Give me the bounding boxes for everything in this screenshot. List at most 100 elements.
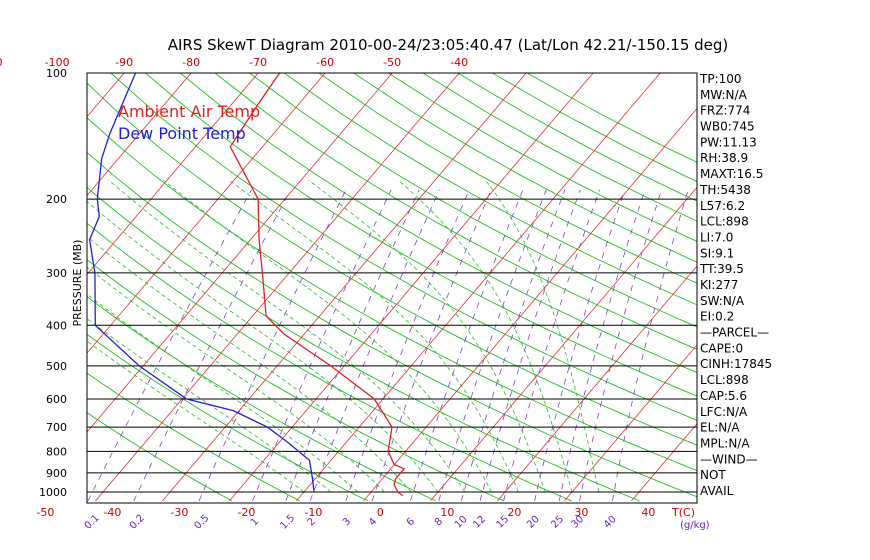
mixing-ratio-line (345, 189, 470, 502)
isotherm-line (87, 73, 393, 433)
top-temp-tick-label: -90 (115, 56, 133, 69)
bottom-temp-tick-label: 30 (574, 506, 588, 519)
dry-adiabat-line (214, 73, 697, 350)
sounding-index-item: LI:7.0 (700, 230, 733, 244)
moist-adiabat-line (308, 179, 546, 493)
top-temp-tick-label: -80 (182, 56, 200, 69)
dry-adiabat-line (87, 412, 233, 502)
pressure-tick-label: 200 (46, 193, 67, 206)
sounding-index-item: MPL:N/A (700, 436, 750, 450)
bottom-temp-tick-label: 0 (377, 506, 384, 519)
sounding-index-item: FRZ:774 (700, 104, 750, 118)
chart-title: AIRS SkewT Diagram 2010-00-24/23:05:40.4… (168, 36, 729, 54)
sounding-index-item: EI:0.2 (700, 310, 734, 324)
legend-ambient-air-temp: Ambient Air Temp (118, 102, 260, 121)
isotherm-line (162, 73, 527, 502)
dry-adiabat-line (318, 73, 697, 284)
dry-adiabat-line (179, 73, 697, 373)
mixing-ratio-line (198, 189, 347, 502)
isotherm-line (765, 64, 870, 501)
isotherms (87, 64, 870, 502)
mixing-ratio-labels: 0.1 0.2 0.5 1 1.5 2 3 4 6 8 10 12 15 20 25 30 40 (83, 513, 619, 532)
mixing-ratio-label: 10 (453, 514, 470, 531)
dry-adiabat-line (87, 259, 504, 502)
sounding-index-item: SI:9.1 (700, 246, 734, 260)
mixing-ratio-line (579, 189, 662, 501)
dry-adiabat-line (87, 296, 436, 502)
sounding-index-item: LCL:898 (700, 215, 749, 229)
bottom-temp-tick-label: -40 (103, 506, 121, 519)
sounding-index-item: AVAIL (700, 484, 734, 498)
dry-adiabat-line (87, 372, 301, 502)
mixing-ratio-line (438, 189, 547, 502)
pressure-tick-label: 400 (46, 319, 67, 332)
dry-adiabat-line (283, 73, 697, 306)
dry-adiabat-line (526, 73, 697, 163)
temperature-units-label: T(C) (671, 506, 695, 519)
sounding-index-item: LFC:N/A (700, 405, 748, 419)
mixing-ratio-label: 20 (525, 514, 542, 531)
pressure-tick-label: 600 (46, 393, 67, 406)
sounding-series (88, 73, 406, 497)
sounding-index-item: EL:N/A (700, 421, 740, 435)
plot-area: Ambient Air Temp Dew Point Temp (87, 64, 870, 502)
top-temp-tick-label: -100 (45, 56, 70, 69)
mixing-ratio-line (285, 189, 420, 502)
mixing-ratio-label: 40 (602, 514, 619, 531)
mixing-ratio-line (534, 189, 626, 501)
sounding-index-item: —WIND— (700, 452, 758, 466)
mixing-ratio-line (87, 189, 252, 502)
moist-adiabat-line (87, 200, 439, 493)
bottom-temp-tick-label: 40 (641, 506, 655, 519)
isotherm-line (296, 73, 661, 502)
dry-adiabat-line (388, 73, 697, 242)
sounding-index-item: TP:100 (699, 72, 742, 86)
top-temperature-ticks: -120-110-100-90-80-70-60-50-40 (0, 56, 468, 69)
isotherm-line (87, 73, 192, 197)
isotherm-line (229, 73, 594, 502)
moist-adiabat-line (87, 266, 385, 493)
bottom-temp-tick-label: -50 (36, 506, 54, 519)
mixing-ratio-line (503, 189, 600, 501)
isotherm-line (497, 265, 697, 502)
pressure-tick-label: 100 (46, 67, 67, 80)
mixing-ratio-line (479, 189, 581, 501)
pressure-tick-label: 1000 (39, 486, 67, 499)
pressure-tick-label: 800 (46, 445, 67, 458)
mixing-ratio-label: 0.1 (83, 513, 102, 532)
mixing-ratio-line (612, 189, 689, 501)
bottom-temp-tick-label: -10 (304, 506, 322, 519)
pressure-tick-label: 300 (46, 267, 67, 280)
isobars (87, 73, 697, 493)
sounding-index-item: MW:N/A (700, 88, 748, 102)
mixing-ratio-label: 1 (249, 516, 261, 528)
dry-adiabat-line (87, 117, 697, 472)
pressure-tick-label: 500 (46, 360, 67, 373)
bottom-temp-tick-label: -20 (237, 506, 255, 519)
top-temp-tick-label: -70 (249, 56, 267, 69)
mixing-ratio-line (371, 189, 492, 502)
sounding-index-item: RH:38.9 (700, 151, 748, 165)
mixing-ratio-line (133, 189, 291, 502)
moist-adiabat-line (162, 179, 492, 493)
mixing-ratio-label: 3 (341, 516, 353, 528)
sounding-index-item: NOT (700, 468, 726, 482)
mixing-ratio-label: 6 (405, 516, 417, 528)
pressure-axis-ticks: 100 200 300 400 500 600 700 800 900 1000 (39, 67, 67, 499)
dry-adiabat-line (87, 82, 697, 446)
top-temp-tick-label: -60 (316, 56, 334, 69)
isotherm-line (95, 73, 460, 502)
moist-adiabat-line (485, 179, 600, 493)
sounding-index-item: —PARCEL— (700, 326, 769, 340)
sounding-index-item: KI:277 (700, 278, 738, 292)
dry-adiabat-line (249, 73, 697, 328)
isotherm-line (564, 344, 697, 502)
mixing-ratio-label: 0.5 (193, 513, 212, 532)
mixing-ratio-line (309, 189, 440, 502)
mixing-ratio-label: 12 (471, 514, 488, 531)
sounding-index-item: LCL:898 (700, 373, 749, 387)
bottom-temp-tick-label: 20 (507, 506, 521, 519)
pressure-tick-label: 700 (46, 421, 67, 434)
